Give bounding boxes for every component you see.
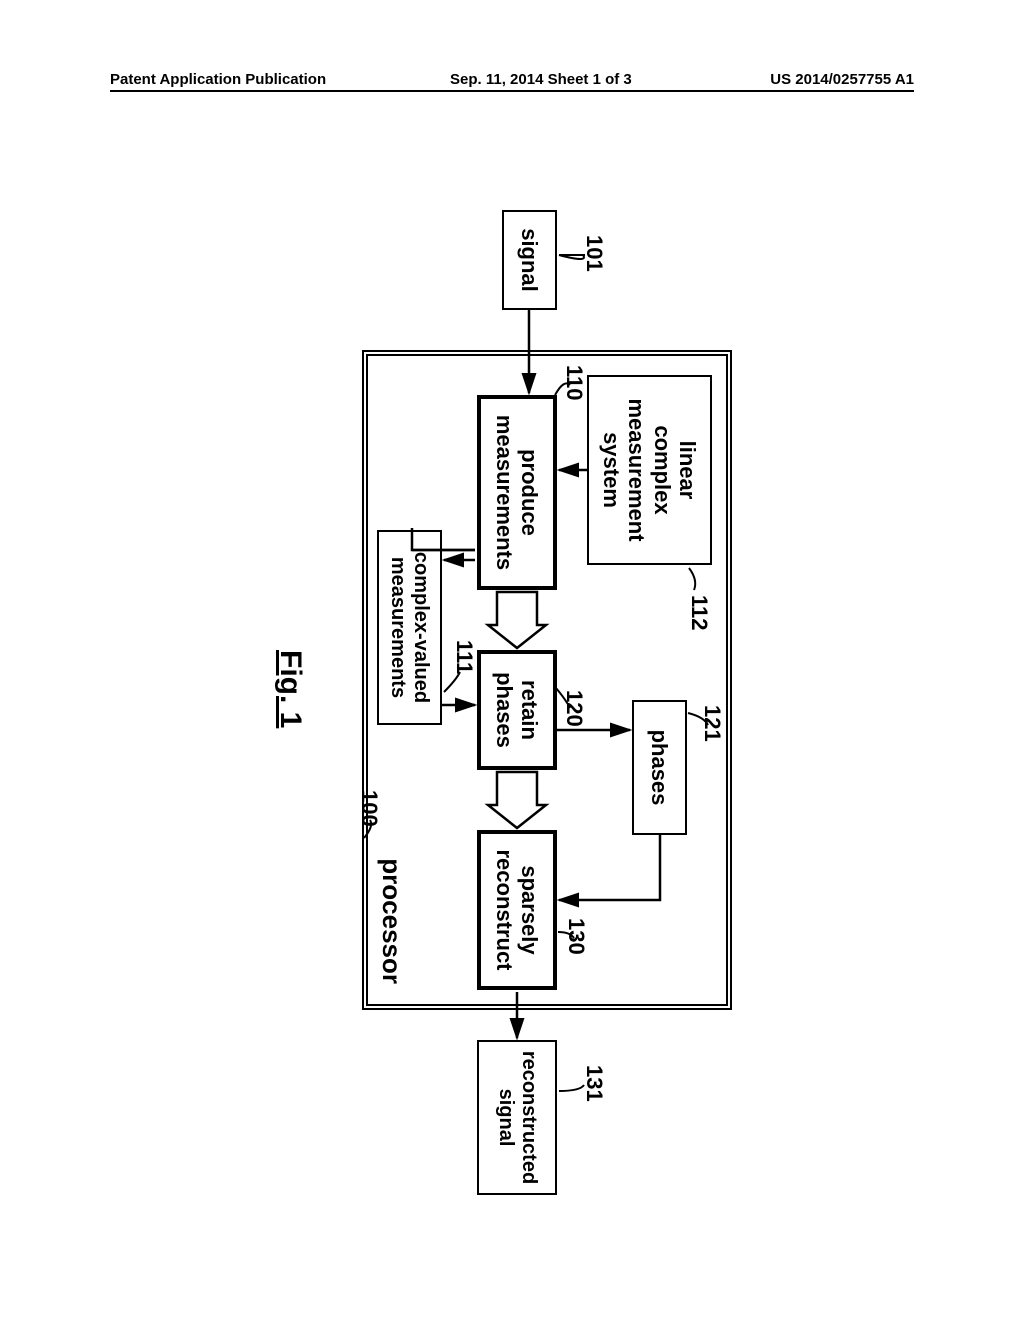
diagram-canvas: processor signal 101 linear complex meas… bbox=[192, 200, 832, 1200]
arrows bbox=[192, 200, 832, 1200]
page-header: Patent Application Publication Sep. 11, … bbox=[110, 68, 914, 92]
header-right: US 2014/0257755 A1 bbox=[770, 71, 914, 88]
page: Patent Application Publication Sep. 11, … bbox=[0, 0, 1024, 1320]
header-middle: Sep. 11, 2014 Sheet 1 of 3 bbox=[450, 71, 632, 88]
header-left: Patent Application Publication bbox=[110, 71, 326, 88]
diagram: processor signal 101 linear complex meas… bbox=[192, 200, 832, 1200]
